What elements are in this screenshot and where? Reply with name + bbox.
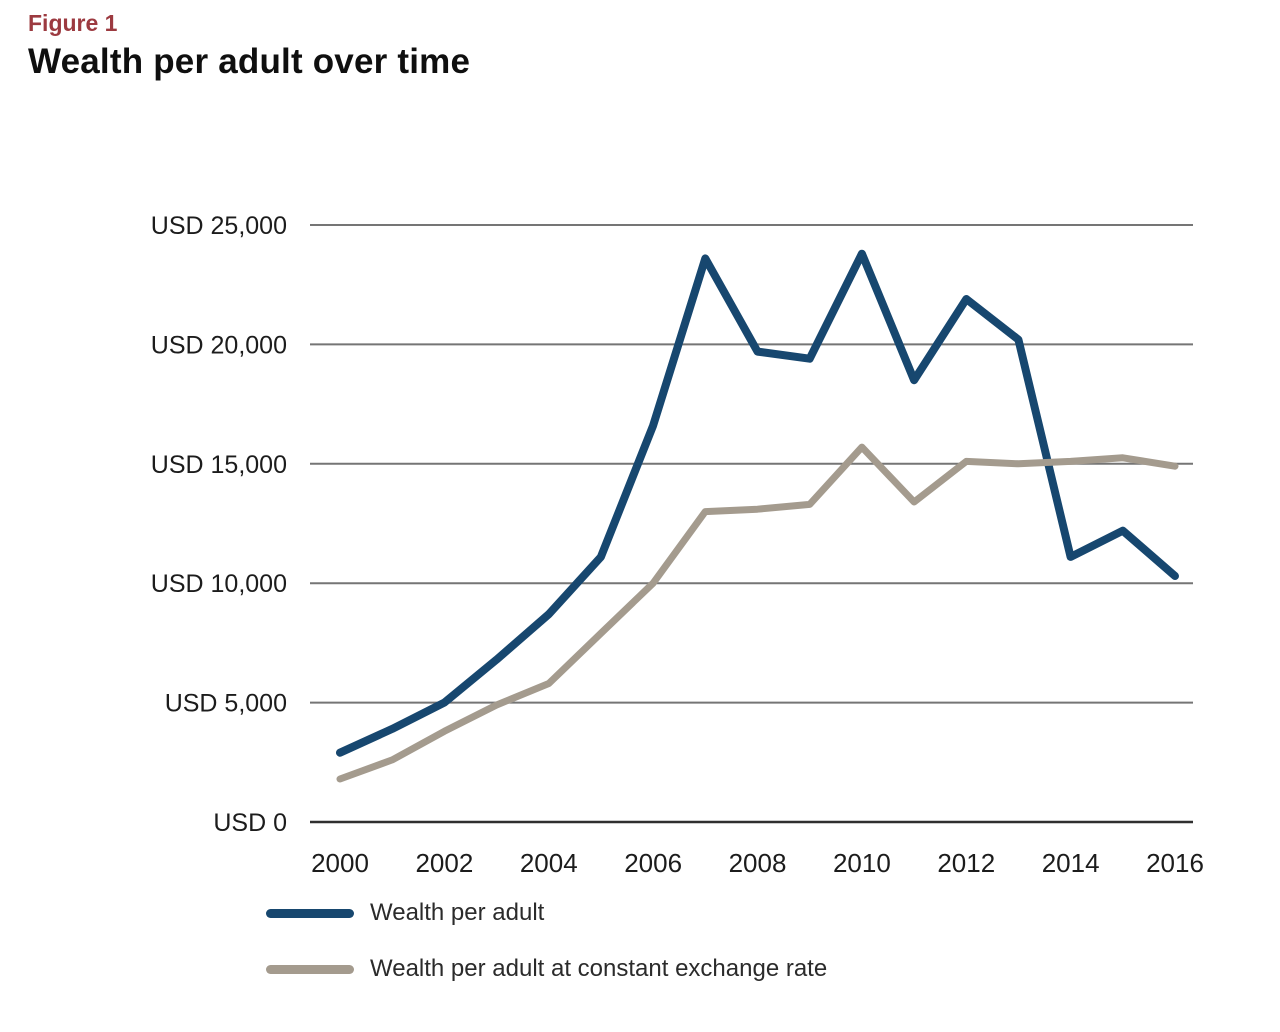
figure-header: Figure 1 Wealth per adult over time xyxy=(28,10,470,82)
series-line-wealth-per-adult xyxy=(336,249,1179,757)
y-tick-label: USD 25,000 xyxy=(151,212,287,240)
x-tick-label: 2008 xyxy=(729,848,787,878)
figure-title: Wealth per adult over time xyxy=(28,41,471,81)
legend-item-constant-exchange: Wealth per adult at constant exchange ra… xyxy=(266,955,828,982)
x-tick-label: 2010 xyxy=(833,848,891,878)
x-tick-label: 2006 xyxy=(624,848,682,878)
series-line-wealth-per-adult-at-constant-exchange-rate xyxy=(336,443,1179,783)
y-tick-label: USD 0 xyxy=(213,809,287,837)
x-tick-label: 2014 xyxy=(1042,848,1100,878)
x-tick-label: 2002 xyxy=(415,848,473,878)
x-tick-label: 2004 xyxy=(520,848,578,878)
legend-line-swatch-gray xyxy=(266,964,354,974)
legend-line-swatch-blue xyxy=(266,908,354,918)
legend-label-wealth-per-adult: Wealth per adult xyxy=(370,899,545,926)
chart-legend: Wealth per adult Wealth per adult at con… xyxy=(266,899,828,1013)
y-tick-label: USD 20,000 xyxy=(151,331,287,359)
figure-number-label: Figure 1 xyxy=(28,10,118,36)
y-tick-label: USD 10,000 xyxy=(151,570,287,598)
y-tick-label: USD 5,000 xyxy=(165,690,287,718)
legend-item-wealth-per-adult: Wealth per adult xyxy=(266,899,827,926)
y-tick-label: USD 15,000 xyxy=(151,451,287,479)
x-tick-label: 2012 xyxy=(937,848,995,878)
x-tick-label: 2000 xyxy=(311,848,369,878)
x-tick-label: 2016 xyxy=(1146,848,1204,878)
legend-label-constant-exchange: Wealth per adult at constant exchange ra… xyxy=(370,955,828,982)
